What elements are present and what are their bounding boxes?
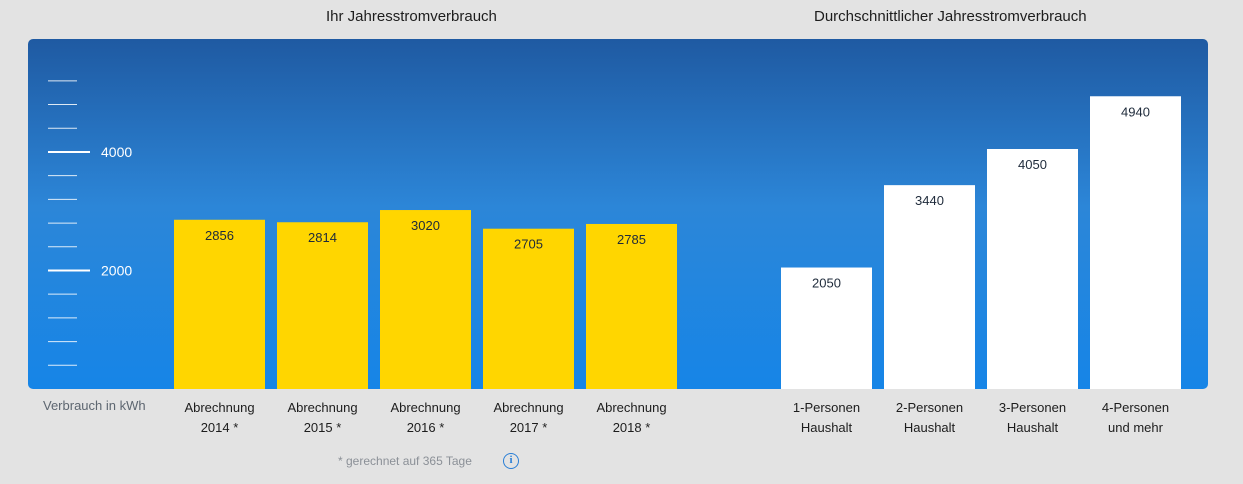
category-label-line: 2-Personen [895, 400, 964, 415]
category-label-line: Abrechnung [390, 400, 461, 415]
consumption-chart: 2000 4000 2856 2814 3020 2705 2785 2050 3440 4050… [48, 80, 1181, 389]
own-consumption-title: Ihr Jahresstromverbrauch [326, 8, 497, 25]
category-label-line: 2018 * [612, 420, 651, 435]
category-label-line: Abrechnung [184, 400, 255, 415]
average-bar [781, 267, 872, 389]
own-bar [483, 228, 574, 389]
average-bar-value-label: 2050 [812, 276, 841, 291]
category-label-line: 2016 * [406, 420, 445, 435]
chart-panel: 2000 4000 2856 2814 3020 2705 2785 2050 3440 4050… [28, 39, 1208, 389]
own-category-label: Abrechnung 2014 * [165, 398, 275, 438]
category-label-line: Haushalt [903, 420, 956, 435]
own-bar-value-label: 2814 [308, 230, 337, 245]
y-axis-label: Verbrauch in kWh [43, 398, 146, 413]
footnote: * gerechnet auf 365 Tage [338, 454, 472, 468]
category-label-line: Haushalt [1006, 420, 1059, 435]
category-label-line: 3-Personen [998, 400, 1067, 415]
average-bar-value-label: 4940 [1121, 104, 1150, 119]
own-bar-value-label: 2785 [617, 232, 646, 247]
category-label-line: 1-Personen [792, 400, 861, 415]
own-category-label: Abrechnung 2017 * [474, 398, 584, 438]
average-bar [1090, 96, 1181, 389]
own-bar [586, 223, 677, 389]
category-label-line: und mehr [1108, 420, 1163, 435]
average-bar-value-label: 3440 [915, 193, 944, 208]
average-category-label: 2-Personen Haushalt [875, 398, 985, 438]
category-label-line: Abrechnung [493, 400, 564, 415]
own-category-label: Abrechnung 2016 * [371, 398, 481, 438]
own-bar-value-label: 2856 [205, 228, 234, 243]
category-label-line: Haushalt [800, 420, 853, 435]
own-bar [277, 222, 368, 389]
category-label-line: 2015 * [303, 420, 342, 435]
own-category-label: Abrechnung 2015 * [268, 398, 378, 438]
own-category-label: Abrechnung 2018 * [577, 398, 687, 438]
own-bar-value-label: 3020 [411, 218, 440, 233]
y-tick-label: 4000 [101, 144, 132, 160]
average-consumption-title: Durchschnittlicher Jahresstromverbrauch [814, 8, 1087, 25]
category-label-line: 4-Personen [1101, 400, 1170, 415]
category-label-line: 2017 * [509, 420, 548, 435]
average-category-label: 1-Personen Haushalt [772, 398, 882, 438]
own-bar [380, 210, 471, 389]
own-bar [174, 219, 265, 389]
average-bar [987, 149, 1078, 389]
category-label-line: Abrechnung [596, 400, 667, 415]
average-category-label: 4-Personen und mehr [1081, 398, 1191, 438]
category-label-line: 2014 * [200, 420, 239, 435]
average-bar-value-label: 4050 [1018, 157, 1047, 172]
info-icon[interactable]: i [503, 453, 519, 469]
category-label-line: Abrechnung [287, 400, 358, 415]
own-bar-value-label: 2705 [514, 237, 543, 252]
average-category-label: 3-Personen Haushalt [978, 398, 1088, 438]
average-bar [884, 185, 975, 389]
y-tick-label: 2000 [101, 262, 132, 278]
